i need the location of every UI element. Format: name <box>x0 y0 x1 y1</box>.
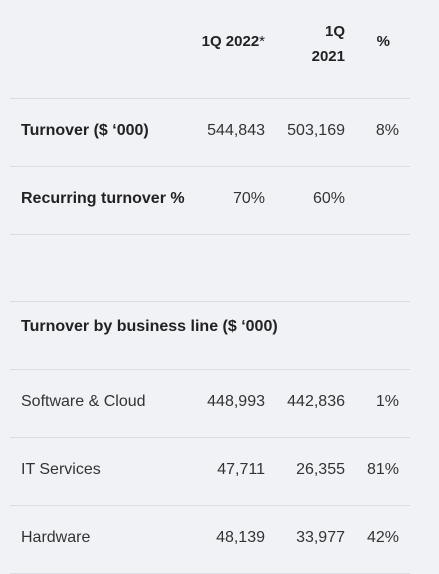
table-row-turnover: Turnover ($ ‘000) 544,843 503,169 8% <box>10 98 410 166</box>
value-1q-2021: 60% <box>312 190 345 207</box>
table-row-it-services: IT Services 47,711 26,355 81% <box>10 437 410 505</box>
section-heading: Turnover by business line ($ ‘000) <box>21 318 278 335</box>
value-percent: 8% <box>375 122 399 139</box>
table-row-spacer <box>10 234 410 301</box>
value-1q-2022: 544,843 <box>207 122 265 139</box>
header-2021-label: 2021 <box>311 48 345 65</box>
header-1q-2022: 1Q 2022* <box>165 33 265 50</box>
value-1q-2022: 70% <box>232 190 265 207</box>
table-row-recurring: Recurring turnover % 70% 60% <box>10 166 410 234</box>
table-row-software-cloud: Software & Cloud 448,993 442,836 1% <box>10 369 410 437</box>
row-label: IT Services <box>21 461 101 478</box>
header-percent: % <box>376 33 390 50</box>
header-1q-label: 1Q <box>324 23 345 40</box>
table-row-section-heading: Turnover by business line ($ ‘000) <box>10 301 410 369</box>
value-percent: 42% <box>366 529 399 546</box>
value-1q-2022: 47,711 <box>217 461 265 478</box>
table-header: 1Q 2022* 1Q 2021 % <box>10 0 410 98</box>
value-1q-2021: 503,169 <box>287 122 345 139</box>
row-label: Recurring turnover % <box>21 190 185 207</box>
header-1q-2021: 1Q 2021 <box>285 19 345 69</box>
row-label: Turnover ($ ‘000) <box>21 122 149 139</box>
row-label: Software & Cloud <box>21 393 146 410</box>
header-asterisk: * <box>259 33 265 50</box>
value-1q-2022: 48,139 <box>216 529 265 546</box>
financial-table: 1Q 2022* 1Q 2021 % Turnover ($ ‘000) 544,… <box>10 0 410 574</box>
header-1q-2022-label: 1Q 2022 <box>201 33 260 50</box>
value-1q-2021: 33,977 <box>296 529 345 546</box>
value-1q-2021: 442,836 <box>287 393 345 410</box>
value-1q-2021: 26,355 <box>296 461 345 478</box>
row-label: Hardware <box>21 529 91 546</box>
table-row-hardware: Hardware 48,139 33,977 42% <box>10 505 410 574</box>
value-1q-2022: 448,993 <box>207 393 265 410</box>
value-percent: 1% <box>375 393 399 410</box>
value-percent: 81% <box>366 461 399 478</box>
